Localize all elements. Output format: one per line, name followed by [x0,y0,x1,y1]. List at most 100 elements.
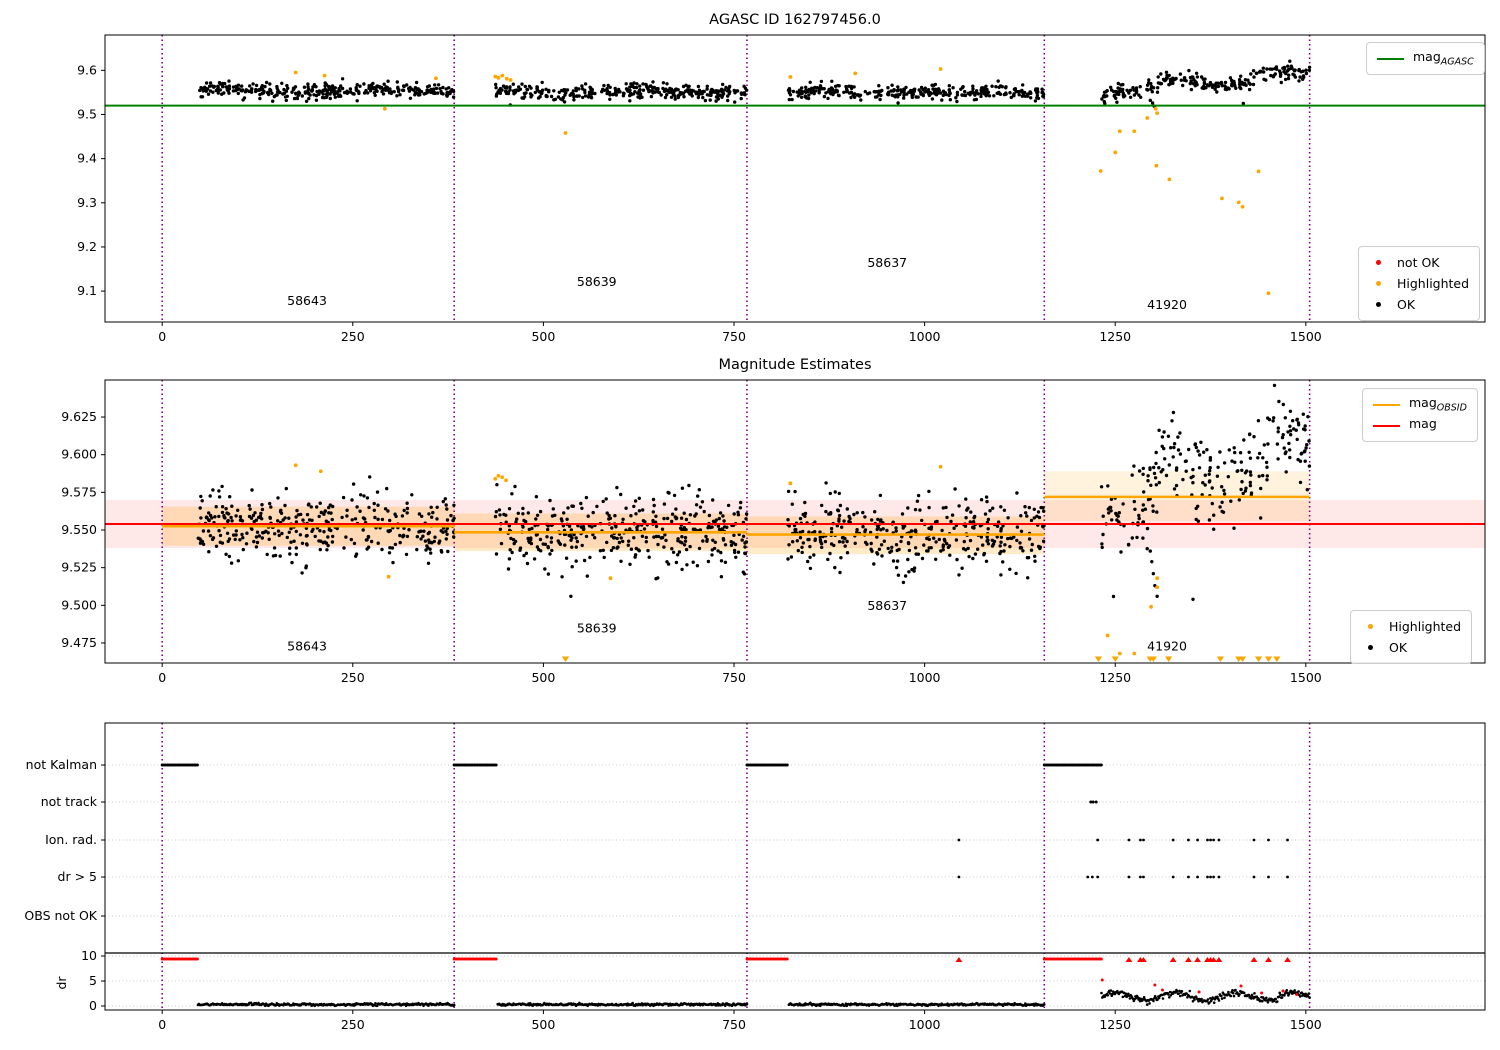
ok-point [1187,447,1191,452]
ok-point [680,535,684,539]
ok-point [1298,75,1302,79]
ok-point [425,85,430,89]
ok-point [896,101,900,105]
ok-point [691,560,695,564]
ok-point [839,556,843,560]
ok-point [837,540,842,544]
ok-point [1156,86,1160,90]
ok-point [201,529,206,533]
ok-point [280,81,284,86]
highlighted-point [386,574,391,579]
ok-point [570,545,574,549]
ok-point [569,92,574,97]
ok-point [795,90,799,94]
ok-point [1207,84,1211,88]
ok-point [273,532,277,536]
ok-point [663,533,667,537]
ok-point [1150,101,1155,105]
ok-point [345,89,349,93]
ok-point [913,528,918,532]
ok-point [644,535,648,540]
ok-point [718,511,723,515]
ok-point [812,553,816,557]
ok-point [712,546,717,551]
ok-point [955,93,960,97]
ok-point [933,82,938,87]
ok-point [624,506,628,510]
highlighted-point [493,74,498,79]
ok-point [327,505,331,510]
highlighted-point [293,463,298,468]
highlighted-point [1117,129,1122,134]
ok-point [429,90,433,95]
ok-point [419,537,423,541]
ok-point [1288,409,1293,413]
ok-point [899,539,903,544]
ok-point [279,508,283,512]
ok-point [621,94,626,98]
ok-point [593,536,597,540]
ok-point [382,82,386,86]
dr-trace-point [1293,989,1296,992]
ok-point [1247,432,1252,437]
ok-point [1197,453,1202,457]
ok-point [927,546,931,550]
ok-point [907,570,911,574]
ok-point [852,95,857,100]
ok-point [547,88,551,93]
ok-point [298,533,303,537]
ok-point [999,540,1003,544]
legend-row-highlighted-2: Highlighted [1361,616,1461,637]
x-tick-label: 0 [158,670,166,685]
ok-point [732,512,736,516]
ok-point [979,498,984,502]
ok-point [963,89,967,94]
ok-point [1116,81,1121,86]
ok-point [849,90,854,95]
ok-point [906,557,910,562]
ok-point [716,524,721,528]
ok-point [955,557,959,562]
ok-point [680,486,685,490]
ok-point [426,531,430,536]
ok-point [852,512,856,517]
ok-point [1224,87,1229,92]
ok-point [1229,499,1233,503]
ok-point [557,90,561,95]
ok-point [569,594,573,598]
category-label: OBS not OK [24,908,97,923]
legend-row-highlighted: Highlighted [1369,273,1469,294]
ok-point [1210,486,1214,490]
ok-point [1026,576,1030,580]
ok-point [308,93,312,97]
ok-point [238,515,243,519]
ok-point [636,95,640,99]
ok-point [303,91,308,95]
ok-point [508,85,512,89]
ok-point [229,515,233,520]
ok-point [615,546,619,550]
ok-point [611,92,615,97]
highlighted-point [500,475,505,480]
dr-trace-point [1121,995,1125,999]
ok-point [968,538,973,543]
ok-point [292,96,297,101]
ok-point [902,88,906,92]
ok-point [1172,487,1177,491]
dr10-run-point [195,957,199,961]
ok-point [1242,438,1246,442]
ok-point [310,88,314,92]
ok-point [916,493,921,498]
ok-point [1023,511,1028,515]
axes-spine [104,379,1486,664]
ok-point [506,567,511,571]
ok-point [1184,469,1188,473]
clipped-high-marker [955,957,963,962]
ok-point [863,515,867,519]
obsid-annotation: 41920 [1147,638,1187,653]
ok-point [348,87,353,91]
ok-point [290,560,294,565]
ok-point [307,96,311,101]
ok-point [1131,86,1135,90]
ok-point [960,93,965,97]
